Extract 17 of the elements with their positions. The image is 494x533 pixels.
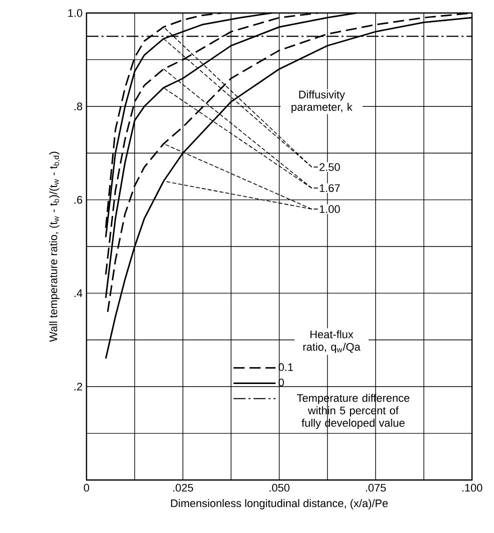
x-tick-label: .025 (173, 484, 194, 492)
y-tick-label: 1.0 (68, 9, 82, 17)
x-tick-label: .050 (270, 484, 290, 492)
annotation: Diffusivity parameter, k (292, 90, 352, 114)
legend-title: Heat-flux ratio, q$_{w}$/Qa (303, 330, 360, 353)
annotation: 2.50 (320, 163, 340, 171)
text: Wall temperature ratio, (t$_{w}$ - t$_{b}$)/(t$_{w}$ - t$_{b,d}$) (49, 152, 60, 342)
x-tick-label: .100 (462, 484, 482, 492)
y-tick-label: .6 (74, 196, 82, 204)
y-tick-label: .2 (74, 382, 82, 390)
annotation: 1.67 (320, 184, 340, 192)
x-tick-label: 0 (84, 484, 90, 492)
y-tick-label: .4 (74, 289, 82, 297)
y-tick-label: .8 (74, 102, 82, 110)
x-axis-title: Dimensionless longitudinal distance, (x/a)/Pe (171, 499, 388, 510)
x-tick-label: .075 (366, 484, 386, 492)
annotation: 1.00 (320, 205, 340, 214)
